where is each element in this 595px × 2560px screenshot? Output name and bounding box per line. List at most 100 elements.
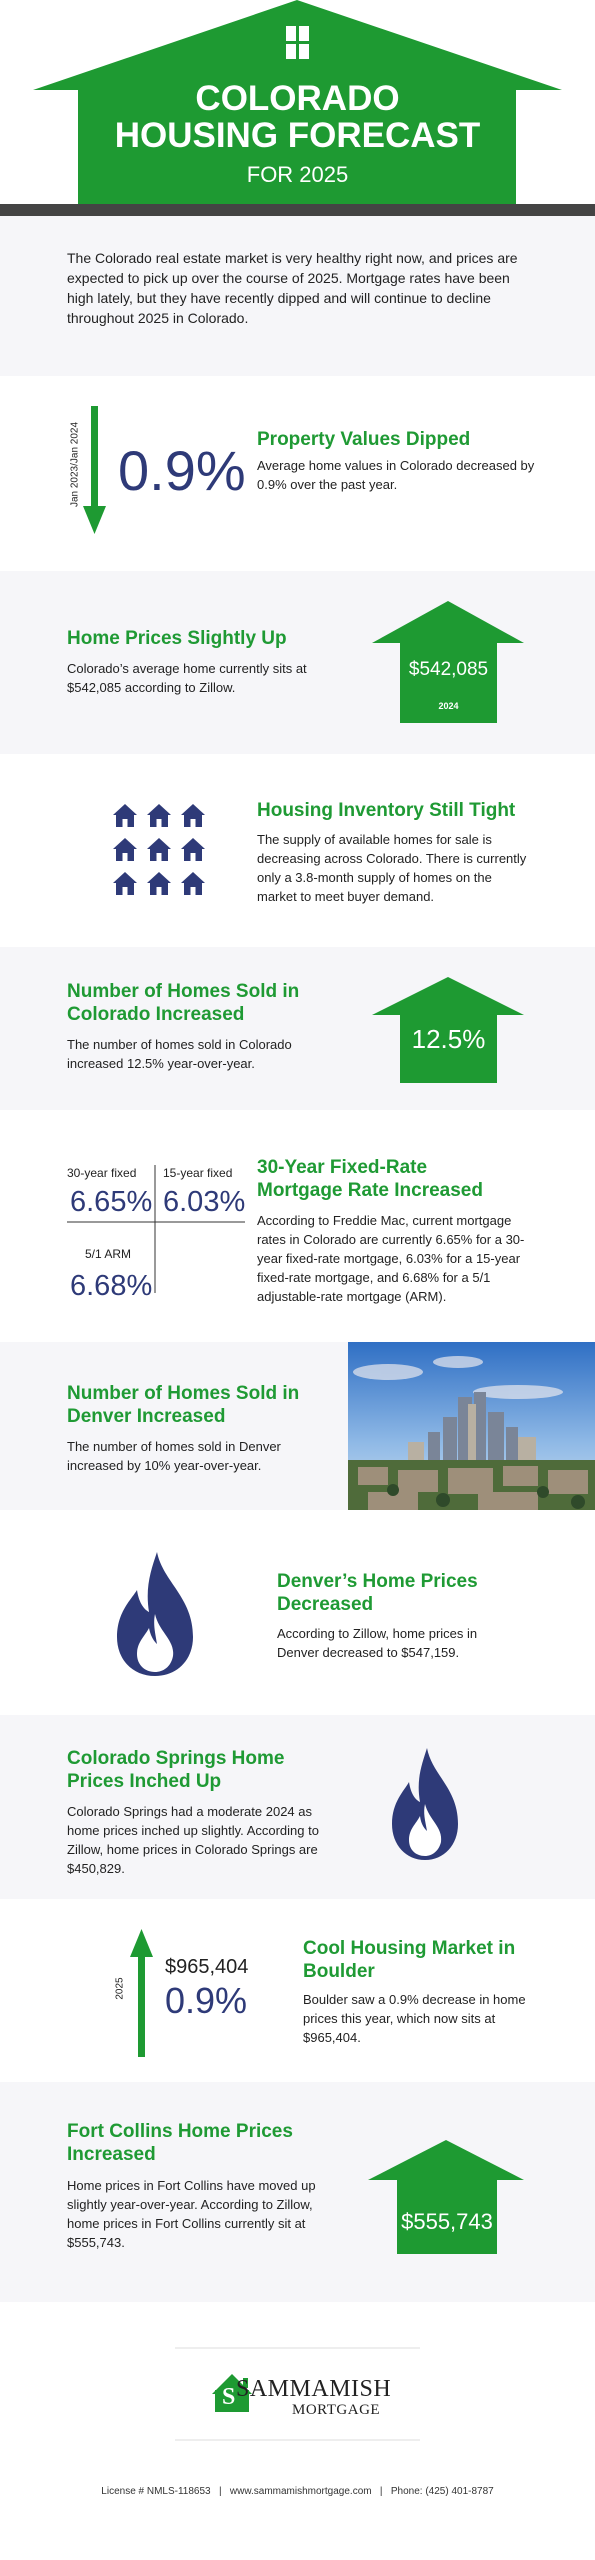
graphic (215, 2390, 249, 2412)
section-text: The number of homes sold in Colorado inc… (67, 1037, 292, 1071)
intro-section: The Colorado real estate market is very … (0, 216, 595, 376)
house-icon (368, 2140, 524, 2254)
graphic (91, 406, 98, 511)
section-title: Housing Inventory Still Tight (257, 800, 516, 821)
section-text: Colorado’s average home currently sits a… (67, 661, 307, 695)
graphic (286, 26, 309, 59)
graphic (571, 1495, 585, 1509)
graphic (138, 1953, 145, 2057)
section-text: Average home values in Colorado decrease… (257, 458, 535, 492)
property-values-section: Jan 2023/Jan 2024 0.9% Property Values D… (0, 376, 595, 571)
price: $965,404 (165, 1956, 249, 1978)
section-text: The number of homes sold in Denver incre… (67, 1439, 281, 1473)
graphic (503, 1466, 538, 1486)
graphic (299, 44, 309, 59)
graphic (299, 26, 309, 41)
graphic (368, 2140, 524, 2180)
city-photo (348, 1342, 595, 1510)
graphic (113, 804, 137, 827)
up-arrow (130, 1929, 153, 2057)
graphic (548, 1470, 588, 1494)
fort-collins-section: Fort Collins Home Prices Increased Home … (0, 2082, 595, 2302)
graphic (358, 1467, 388, 1485)
logo-name: SAMMAMISH (236, 2376, 392, 2402)
home-prices-section: Home Prices Slightly Up Colorado’s avera… (0, 571, 595, 754)
house-stat: 12.5% (411, 1024, 486, 1054)
graphic (398, 1470, 438, 1492)
graphic (409, 1804, 442, 1856)
graphic (387, 1484, 585, 1509)
section-text: According to Zillow, home prices in Denv… (277, 1626, 478, 1660)
denver-prices-section: Denver’s Home Prices Decreased According… (0, 1510, 595, 1715)
rate-value: 6.03% (163, 1186, 246, 1218)
graphic (147, 804, 171, 827)
graphic (474, 1392, 486, 1472)
title-line: HOUSING FORECAST (114, 116, 481, 155)
graphic (468, 1404, 476, 1474)
graphic (212, 2374, 252, 2394)
house-stat: $555,743 (401, 2209, 493, 2234)
section-title: Home Prices Slightly Up (67, 628, 287, 649)
year-label: 2025 (114, 1977, 126, 2000)
title-line: COLORADO (195, 79, 400, 118)
homes-sold-section: Number of Homes Sold in Colorado Increas… (0, 947, 595, 1110)
logo-sub: MORTGAGE (292, 2402, 381, 2418)
graphic (83, 506, 106, 534)
graphic (286, 26, 296, 41)
graphic (358, 1466, 588, 1510)
graphic (130, 1929, 153, 1957)
graphic (353, 1356, 563, 1399)
stat: 0.9% (165, 1980, 248, 2021)
header-title: COLORADO HOUSING FORECAST (0, 80, 595, 154)
house-stat: $542,085 (408, 659, 489, 680)
graphic (147, 838, 171, 861)
graphic (372, 977, 524, 1015)
section-title: Property Values Dipped (257, 429, 471, 450)
section-title: 30-Year Fixed-Rate Mortgage Rate Increas… (257, 1157, 483, 1201)
graphic (181, 838, 205, 861)
houses-grid (113, 804, 205, 895)
graphic (387, 1484, 399, 1496)
graphic (478, 1492, 538, 1510)
graphic (286, 44, 296, 59)
footer-contact: License # NMLS-118653 | www.sammamishmor… (101, 2486, 494, 2497)
graphic (433, 1356, 483, 1368)
stat: 0.9% (118, 439, 246, 502)
graphic (368, 1492, 418, 1510)
header: COLORADO HOUSING FORECAST FOR 2025 (0, 0, 595, 216)
footer: S SAMMAMISH MORTGAGE License # NMLS-1186… (0, 2302, 595, 2560)
graphic (443, 1417, 457, 1472)
header-house (0, 0, 595, 216)
graphic (137, 1614, 174, 1672)
section-title: Fort Collins Home Prices Increased (67, 2121, 293, 2165)
inventory-section: Housing Inventory Still Tight The supply… (0, 754, 595, 947)
graphic (243, 2378, 248, 2388)
section-title: Cool Housing Market in Boulder (303, 1938, 516, 1982)
period-label: Jan 2023/Jan 2024 (69, 421, 81, 508)
graphic (33, 0, 562, 90)
graphic (397, 2178, 497, 2254)
denver-sold-section: Number of Homes Sold in Denver Increased… (0, 1342, 595, 1510)
section-text: Home prices in Fort Collins have moved u… (67, 2178, 316, 2250)
rate-value: 6.65% (70, 1186, 153, 1218)
boulder-section: 2025 $965,404 0.9% Cool Housing Market i… (0, 1899, 595, 2082)
rate-label: 5/1 ARM (85, 1247, 132, 1261)
section-title: Number of Homes Sold in Colorado Increas… (67, 981, 300, 1025)
graphic (372, 601, 524, 643)
house-icon (372, 977, 524, 1083)
section-title: Denver’s Home Prices Decreased (277, 1571, 478, 1615)
graphic (436, 1493, 450, 1507)
graphic (400, 1013, 497, 1083)
header-subtitle: FOR 2025 (246, 162, 349, 187)
graphic (181, 872, 205, 895)
flame-icon (117, 1552, 193, 1676)
down-arrow (83, 406, 106, 534)
graphic (488, 1412, 504, 1472)
section-title: Number of Homes Sold in Denver Increased (67, 1383, 300, 1427)
graphic (147, 872, 171, 895)
graphic (0, 204, 595, 216)
graphic (353, 1364, 423, 1380)
graphic (78, 88, 516, 204)
graphic (400, 641, 497, 723)
